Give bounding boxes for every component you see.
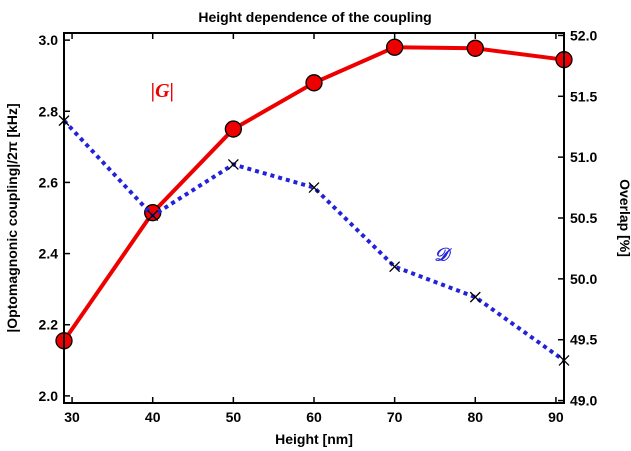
- right-y-tick-label: 50.0: [570, 271, 597, 287]
- right-y-tick-label: 51.5: [570, 88, 597, 104]
- right-y-tick-label: 51.0: [570, 149, 597, 165]
- right-y-tick-label: 50.5: [570, 210, 597, 226]
- data-point: [305, 74, 323, 92]
- left-y-tick-label: 2.6: [39, 174, 59, 190]
- x-tick-label: 60: [306, 409, 322, 425]
- left-y-tick-label: 2.2: [39, 317, 59, 333]
- x-tick-label: 90: [548, 409, 564, 425]
- data-point: [385, 38, 404, 56]
- x-axis: 30 40 50 60 70 80 90: [64, 33, 564, 425]
- data-point: [308, 182, 320, 194]
- right-y-tick-label: 52.0: [570, 27, 597, 43]
- annotations: |G| 𝒟: [151, 80, 452, 265]
- data-point: [227, 158, 239, 170]
- series-annotation-1: 𝒟: [434, 245, 452, 265]
- series-layer: [55, 38, 573, 366]
- data-point: [469, 291, 481, 303]
- plot-area: [55, 32, 573, 404]
- data-point: [466, 39, 484, 57]
- right-y-tick-label: 49.0: [570, 393, 597, 409]
- right-y-axis: 49.0 49.5 50.0 50.5 51.0 51.5 52.0: [558, 27, 597, 409]
- series-annotation-0: |G|: [151, 80, 174, 102]
- left-y-tick-label: 2.4: [39, 246, 59, 262]
- x-axis-label: Height [nm]: [275, 431, 353, 447]
- right-y-tick-label: 49.5: [570, 332, 597, 348]
- x-tick-label: 30: [64, 409, 80, 425]
- x-tick-label: 40: [145, 409, 161, 425]
- right-y-axis-label: Overlap [%]: [617, 179, 631, 257]
- left-y-tick-label: 2.0: [39, 388, 59, 404]
- data-point: [147, 210, 159, 222]
- data-point: [224, 120, 243, 138]
- x-tick-label: 70: [387, 409, 403, 425]
- x-tick-label: 50: [226, 409, 242, 425]
- x-tick-label: 80: [468, 409, 484, 425]
- left-y-tick-label: 3.0: [39, 32, 59, 48]
- left-y-axis-label: |Optomagnonic coupling|/2π [kHz]: [4, 103, 20, 332]
- left-y-tick-label: 2.8: [39, 103, 59, 119]
- series-line-1: [62, 119, 566, 363]
- data-point: [389, 261, 401, 273]
- chart-title: Height dependence of the coupling: [198, 9, 431, 25]
- left-y-axis: 2.0 2.2 2.4 2.6 2.8 3.0: [39, 32, 70, 404]
